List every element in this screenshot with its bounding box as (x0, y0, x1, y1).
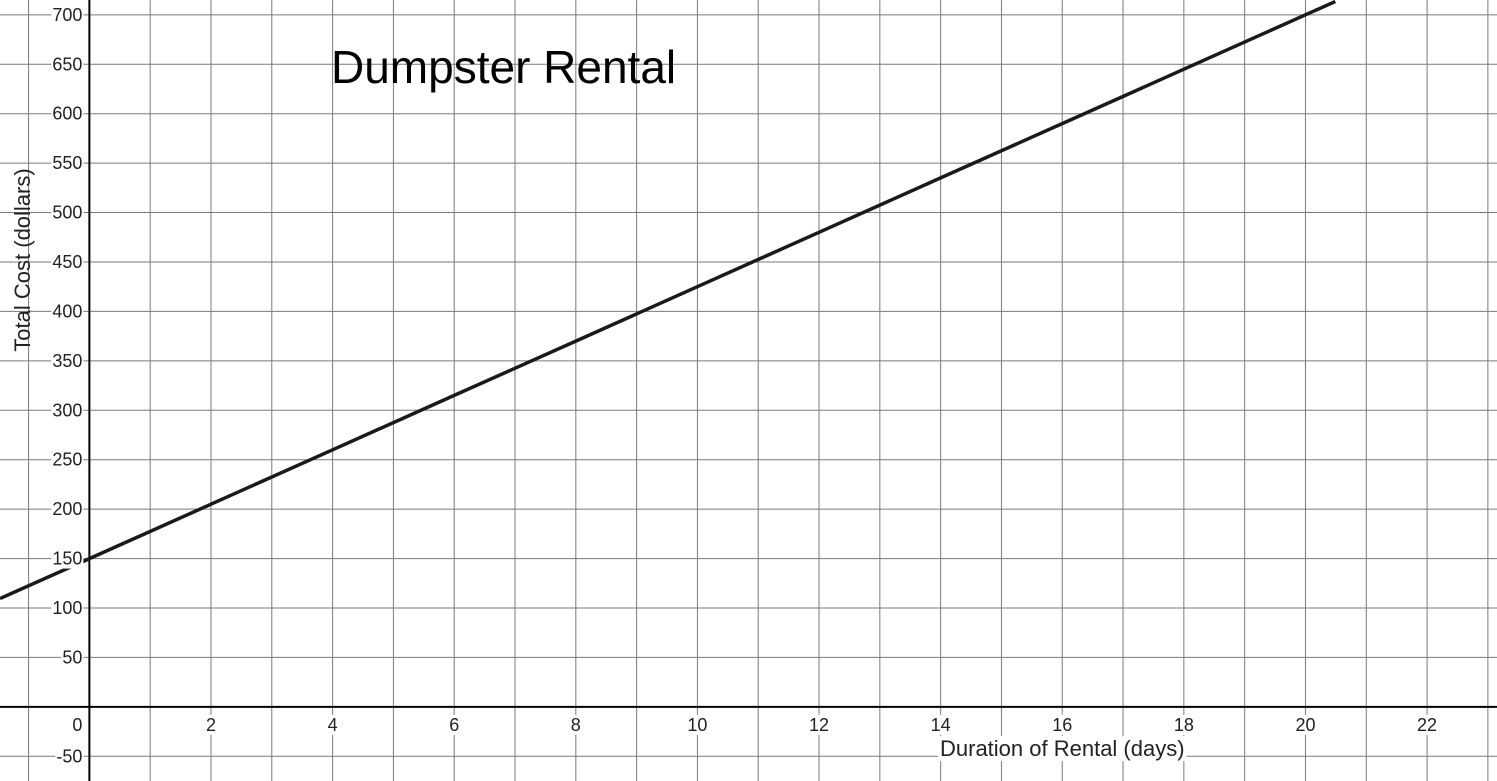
tick-label-background (61, 647, 84, 668)
y-tick-label: 550 (52, 153, 82, 173)
y-tick-label: 250 (52, 450, 82, 470)
y-tick-label: 450 (52, 252, 82, 272)
x-tick-label: 20 (1295, 715, 1315, 735)
y-tick-label: 350 (52, 351, 82, 371)
tick-label-background (55, 746, 84, 767)
origin-label: 0 (72, 715, 82, 735)
tick-label-background (569, 714, 582, 735)
tick-label-background (71, 714, 84, 735)
y-tick-label: 150 (52, 549, 82, 569)
y-tick-label: 500 (52, 203, 82, 223)
chart-title: Dumpster Rental (331, 41, 676, 93)
tick-label-background (51, 251, 84, 272)
y-tick-label: 700 (52, 5, 82, 25)
tick-label-background (448, 714, 461, 735)
tick-label-background (51, 103, 84, 124)
x-tick-label: 16 (1052, 715, 1072, 735)
x-tick-label: 6 (449, 715, 459, 735)
x-tick-label: 12 (809, 715, 829, 735)
x-tick-label: 18 (1174, 715, 1194, 735)
x-tick-label: 8 (571, 715, 581, 735)
tick-label-background (808, 714, 831, 735)
tick-label-background (51, 400, 84, 421)
x-axis-title-background (938, 736, 1187, 761)
y-tick-label: 100 (52, 598, 82, 618)
x-tick-label: 4 (328, 715, 338, 735)
tick-label-background (51, 499, 84, 520)
tick-label-background (1051, 714, 1074, 735)
tick-labels: 2 4 6 8 10 12 14 16 18 20 22 -50 50 100 150 200 250 300 35… (51, 4, 1439, 767)
tick-label-background (51, 449, 84, 470)
y-tick-label: 50 (62, 647, 82, 667)
x-axis-title-group: Duration of Rental (days) (938, 736, 1187, 761)
x-tick-label: 10 (687, 715, 707, 735)
tick-label-background (1172, 714, 1195, 735)
y-tick-label: 650 (52, 54, 82, 74)
tick-label-background (1294, 714, 1317, 735)
x-tick-label: 22 (1417, 715, 1437, 735)
tick-label-background (51, 350, 84, 371)
tick-label-background (51, 202, 84, 223)
tick-label-background (51, 597, 84, 618)
tick-label-background (204, 714, 217, 735)
tick-label-background (51, 548, 84, 569)
tick-label-background (51, 153, 84, 174)
series-line (0, 0, 1337, 601)
y-tick-label: 300 (52, 400, 82, 420)
tick-label-background (51, 54, 84, 75)
tick-label-background (51, 301, 84, 322)
y-tick-label: 600 (52, 104, 82, 124)
x-axis-title: Duration of Rental (days) (940, 736, 1185, 761)
tick-label-background (686, 714, 709, 735)
tick-label-background (1416, 714, 1439, 735)
series (0, 0, 1337, 601)
y-tick-label: 200 (52, 499, 82, 519)
tick-label-background (929, 714, 952, 735)
x-tick-label: 2 (206, 715, 216, 735)
x-tick-label: 14 (931, 715, 951, 735)
y-axis-title: Total Cost (dollars) (10, 168, 35, 351)
y-axis-title-group: Total Cost (dollars) (10, 168, 35, 351)
y-tick-label: -50 (56, 746, 82, 766)
tick-label-background (51, 4, 84, 25)
y-tick-label: 400 (52, 301, 82, 321)
tick-label-background (326, 714, 339, 735)
